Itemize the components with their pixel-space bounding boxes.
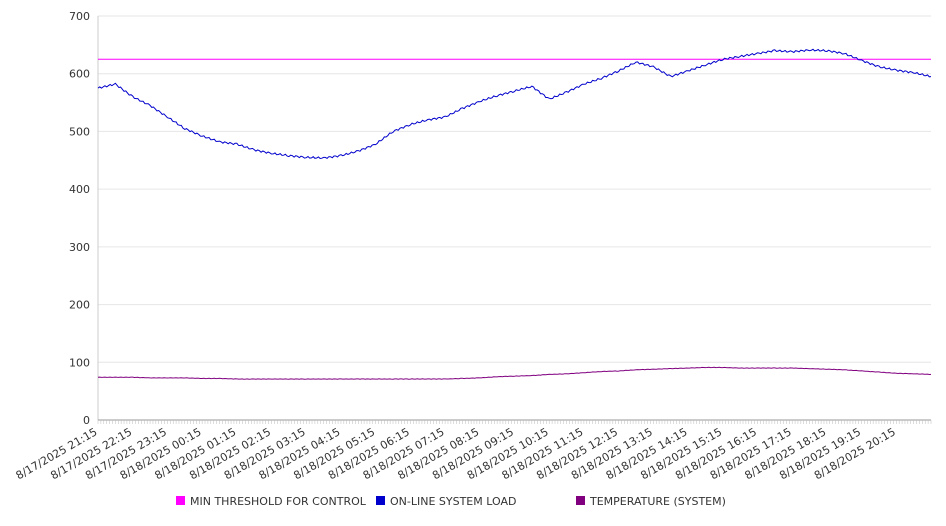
legend-label: TEMPERATURE (SYSTEM) xyxy=(589,495,726,508)
x-tick-labels: 8/17/2025 21:158/17/2025 22:158/17/2025 … xyxy=(14,425,898,482)
legend-swatch xyxy=(576,496,585,505)
series-line xyxy=(97,48,932,160)
legend-label: ON-LINE SYSTEM LOAD xyxy=(390,495,516,508)
y-tick-label: 400 xyxy=(69,183,90,196)
legend-swatch xyxy=(376,496,385,505)
axes xyxy=(97,16,932,424)
series-lines xyxy=(97,48,932,380)
y-tick-label: 100 xyxy=(69,356,90,369)
grid-lines xyxy=(98,15,931,363)
legend: MIN THRESHOLD FOR CONTROL ON-LINE SYSTEM … xyxy=(176,495,726,508)
legend-swatch xyxy=(176,496,185,505)
y-tick-label: 200 xyxy=(69,299,90,312)
y-tick-label: 0 xyxy=(83,414,90,427)
legend-label: MIN THRESHOLD FOR CONTROL xyxy=(190,495,367,508)
y-tick-labels: 0 100 200 300 400 500 600 700 xyxy=(69,10,90,427)
y-tick-label: 600 xyxy=(69,68,90,81)
y-tick-label: 500 xyxy=(69,125,90,138)
y-tick-label: 300 xyxy=(69,241,90,254)
series-line xyxy=(97,366,932,380)
y-tick-label: 700 xyxy=(69,10,90,23)
